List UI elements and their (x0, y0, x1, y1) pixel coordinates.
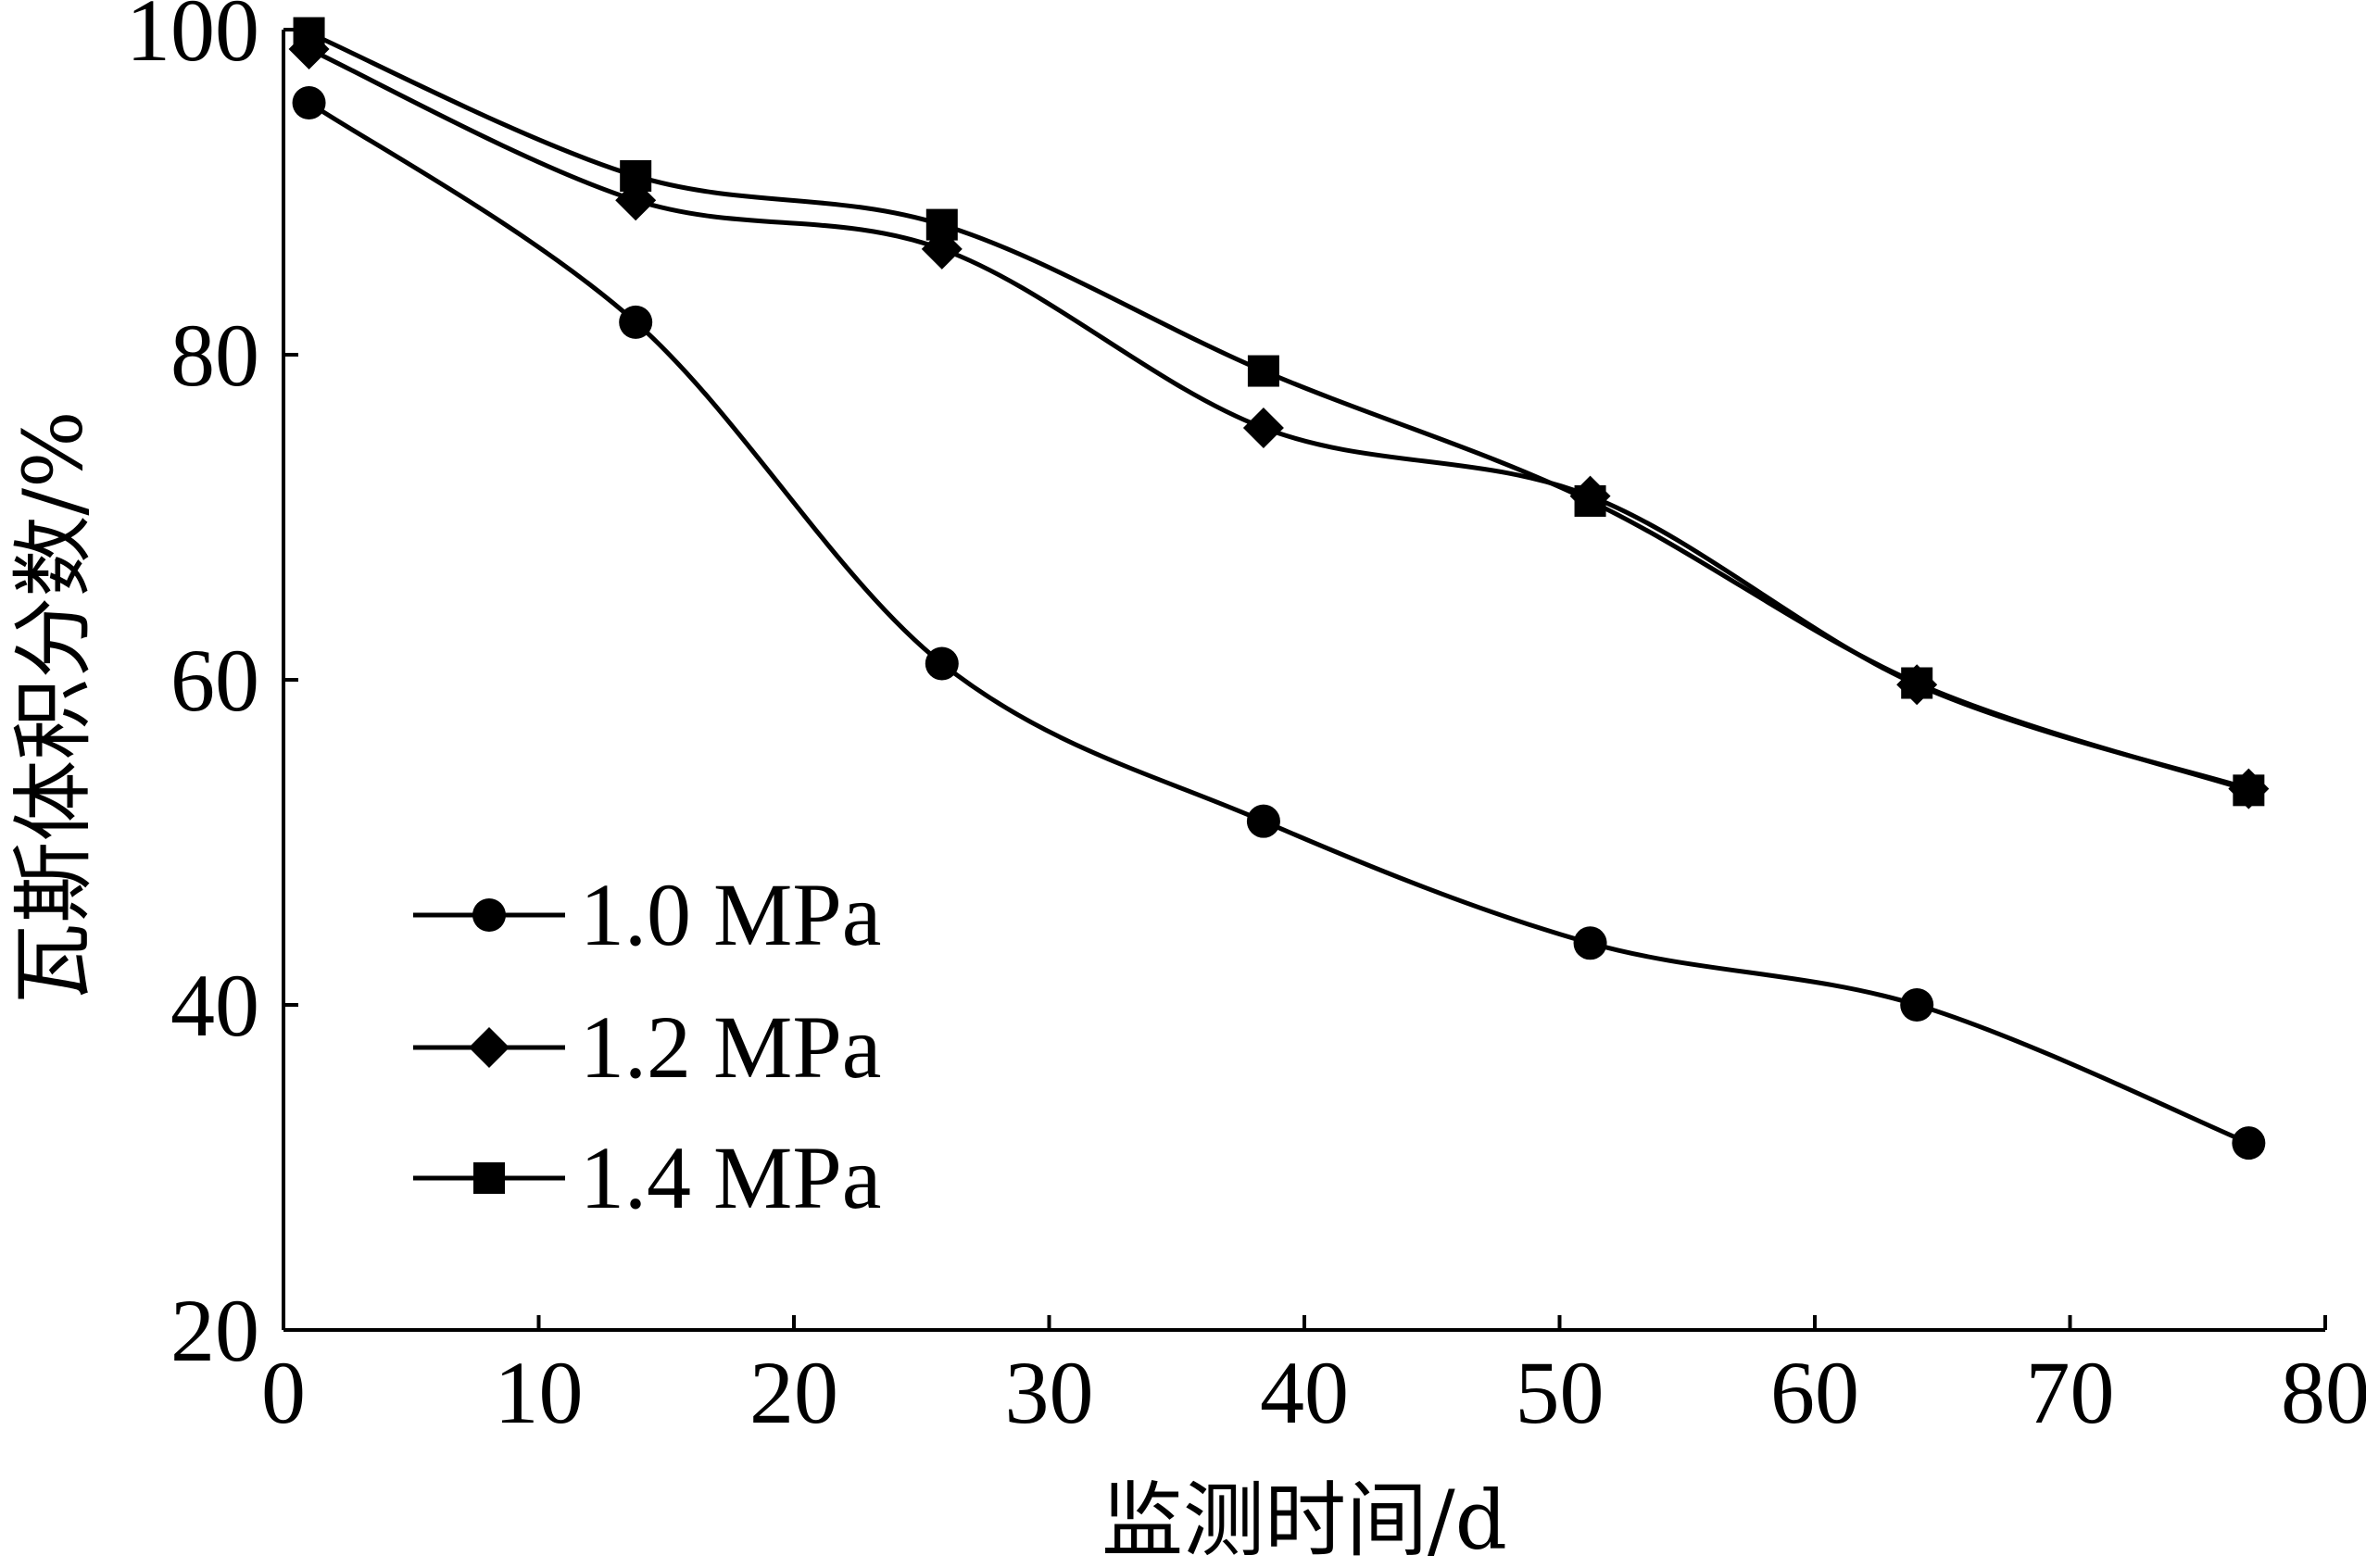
x-axis-title: 监测时间/d (1101, 1473, 1507, 1568)
circle-point (1900, 988, 1934, 1022)
square-point (620, 159, 652, 192)
y-tick-label: 80 (170, 306, 259, 405)
x-tick-label: 20 (749, 1343, 838, 1442)
y-axis-title: 瓦斯体积分数/% (6, 410, 101, 1004)
legend-diamond-point (469, 1027, 510, 1068)
series-diamond (288, 29, 2270, 809)
circle-point (1573, 926, 1607, 960)
y-axis-ticks: 20 40 60 80 100 (126, 0, 298, 1380)
square-point (293, 17, 325, 49)
x-tick-label: 60 (1770, 1343, 1859, 1442)
series-line-circle (308, 100, 2250, 1146)
square-point (1574, 484, 1606, 517)
square-point (1901, 667, 1933, 699)
legend-item: 1.2 MPa (413, 997, 881, 1097)
y-tick-label: 20 (170, 1281, 259, 1380)
square-point (925, 208, 958, 241)
y-tick-label: 40 (170, 956, 259, 1055)
diamond-point (288, 29, 330, 70)
circle-point (2232, 1126, 2266, 1160)
legend: 1.0 MPa 1.2 MPa 1.4 MPa (413, 865, 881, 1227)
x-tick-label: 80 (2281, 1343, 2366, 1442)
legend-label: 1.4 MPa (580, 1128, 881, 1227)
x-tick-label: 30 (1005, 1343, 1094, 1442)
x-tick-label: 50 (1516, 1343, 1605, 1442)
legend-label: 1.0 MPa (580, 865, 881, 964)
square-point (2233, 774, 2265, 807)
circle-point (925, 646, 959, 681)
diamond-point (1242, 407, 1284, 448)
series-line-square (308, 31, 2250, 793)
legend-item: 1.0 MPa (413, 865, 881, 964)
x-axis-ticks: 0 10 20 30 40 50 60 70 80 (261, 1315, 2366, 1442)
legend-item: 1.4 MPa (413, 1128, 881, 1227)
x-tick-label: 0 (261, 1343, 306, 1442)
x-tick-label: 10 (495, 1343, 584, 1442)
legend-label: 1.2 MPa (580, 997, 881, 1097)
x-tick-label: 70 (2026, 1343, 2115, 1442)
square-point (1247, 355, 1279, 387)
y-tick-label: 100 (126, 0, 259, 80)
series-square (293, 17, 2265, 807)
series-circle (292, 85, 2266, 1160)
series-layer (288, 17, 2270, 1160)
circle-point (619, 305, 653, 339)
legend-square-point (473, 1162, 505, 1194)
y-tick-label: 60 (170, 631, 259, 730)
diamond-point (921, 228, 963, 270)
x-tick-label: 40 (1260, 1343, 1349, 1442)
legend-circle-point (472, 898, 506, 932)
series-line-diamond (308, 46, 2250, 791)
circle-point (1246, 804, 1280, 838)
circle-point (292, 85, 326, 119)
